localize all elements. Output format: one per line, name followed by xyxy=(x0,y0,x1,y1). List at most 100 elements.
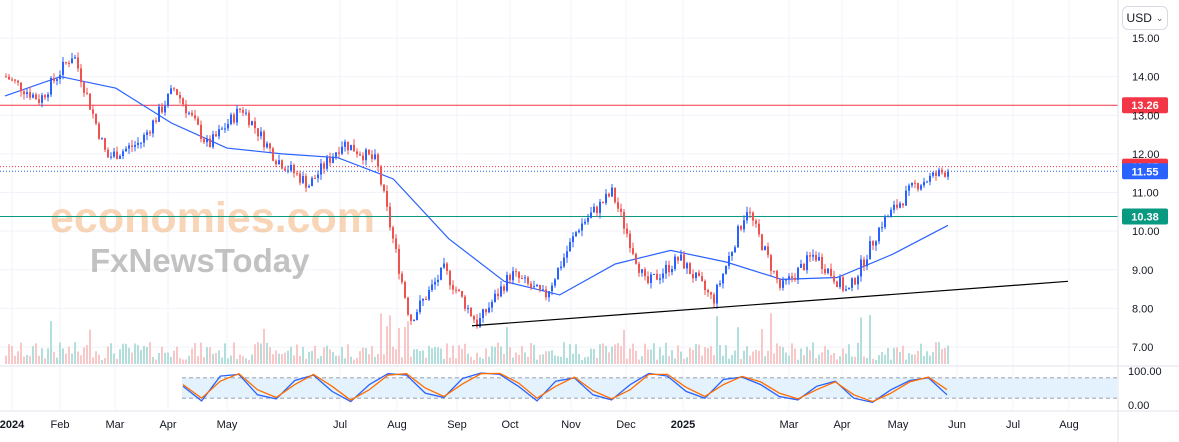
candle-body xyxy=(395,238,397,249)
candle-body xyxy=(785,279,787,281)
volume-bar xyxy=(614,344,616,364)
candle xyxy=(470,307,472,317)
volume-bar xyxy=(653,343,655,364)
candle xyxy=(299,170,301,186)
candle-body xyxy=(935,172,937,176)
candle xyxy=(863,256,865,271)
candle-body xyxy=(416,312,418,321)
volume-bar xyxy=(242,356,244,364)
candle-body xyxy=(713,294,715,304)
candle xyxy=(413,319,415,322)
volume-bar xyxy=(605,345,607,364)
candle-body xyxy=(68,62,70,64)
candle xyxy=(551,282,553,296)
candle xyxy=(911,182,913,188)
candle-body xyxy=(98,123,100,139)
volume-bar xyxy=(383,354,385,364)
candle-body xyxy=(263,131,265,148)
volume-bar xyxy=(56,357,58,364)
candle-body xyxy=(653,273,655,275)
candle-body xyxy=(515,271,517,273)
volume-bar xyxy=(359,351,361,364)
y-tick-label: 7.00 xyxy=(1132,342,1153,354)
volume-bar xyxy=(287,350,289,364)
volume-bar xyxy=(548,351,550,364)
candle-body xyxy=(278,160,280,165)
candle xyxy=(857,274,859,290)
volume-bar xyxy=(749,355,751,364)
candle xyxy=(422,298,424,306)
candle-body xyxy=(767,246,769,256)
volume-bar xyxy=(215,352,217,364)
candle-body xyxy=(479,317,481,327)
candle-body xyxy=(545,289,547,298)
candle xyxy=(734,245,736,253)
volume-bar xyxy=(335,355,337,364)
volume-bar xyxy=(167,352,169,364)
volume-bar xyxy=(671,350,673,364)
candle-body xyxy=(659,278,661,280)
volume-bar xyxy=(71,353,73,364)
volume-bar xyxy=(50,321,52,364)
candle-body xyxy=(491,302,493,308)
candle-body xyxy=(863,259,865,267)
volume-bar xyxy=(647,349,649,364)
candle xyxy=(377,152,379,172)
volume-bar xyxy=(458,345,460,364)
volume-bar xyxy=(932,352,934,364)
candle xyxy=(380,165,382,187)
volume-bar xyxy=(824,346,826,364)
volume-bar xyxy=(617,343,619,364)
currency-selector[interactable]: USD ⌄ xyxy=(1122,6,1168,30)
candle-body xyxy=(287,170,289,172)
volume-bar xyxy=(599,344,601,364)
candle xyxy=(860,255,862,282)
candle xyxy=(353,139,355,152)
candle-body xyxy=(683,254,685,269)
volume-bar xyxy=(155,359,157,364)
volume-bar xyxy=(587,356,589,364)
trendline-group[interactable] xyxy=(471,280,1069,327)
candle-body xyxy=(350,144,352,151)
volume-bar xyxy=(848,344,850,364)
candle xyxy=(317,170,319,183)
price-level-label: 10.38 xyxy=(1131,211,1159,223)
volume-bar xyxy=(233,342,235,364)
candle-body xyxy=(917,183,919,190)
candle-body xyxy=(107,149,109,158)
candle-body xyxy=(629,233,631,249)
volume-bar xyxy=(689,347,691,364)
candle xyxy=(881,221,883,232)
candle xyxy=(89,93,91,110)
volume-bar xyxy=(203,357,205,364)
candle-body xyxy=(392,227,394,239)
volume-bar xyxy=(755,349,757,364)
candle xyxy=(62,56,64,80)
candle xyxy=(728,251,730,270)
candle-body xyxy=(488,307,490,313)
candle-body xyxy=(440,267,442,280)
volume-bar xyxy=(368,354,370,364)
volume-bar xyxy=(593,349,595,364)
x-tick-label: May xyxy=(217,419,238,431)
candle xyxy=(119,154,121,160)
candle xyxy=(359,151,361,157)
candle-body xyxy=(914,182,916,184)
candle-body xyxy=(584,221,586,224)
candle xyxy=(626,223,628,238)
candle xyxy=(464,294,466,312)
candle xyxy=(434,277,436,290)
candle-body xyxy=(419,300,421,313)
volume-bar xyxy=(722,355,724,364)
candle xyxy=(131,139,133,152)
candle xyxy=(212,130,214,149)
candle-body xyxy=(146,132,148,135)
candle-body xyxy=(896,204,898,208)
candle-body xyxy=(875,241,877,246)
candle xyxy=(74,54,76,59)
candle xyxy=(779,278,781,291)
candle-body xyxy=(719,283,721,285)
candle-body xyxy=(197,118,199,125)
volume-bar xyxy=(152,356,154,364)
